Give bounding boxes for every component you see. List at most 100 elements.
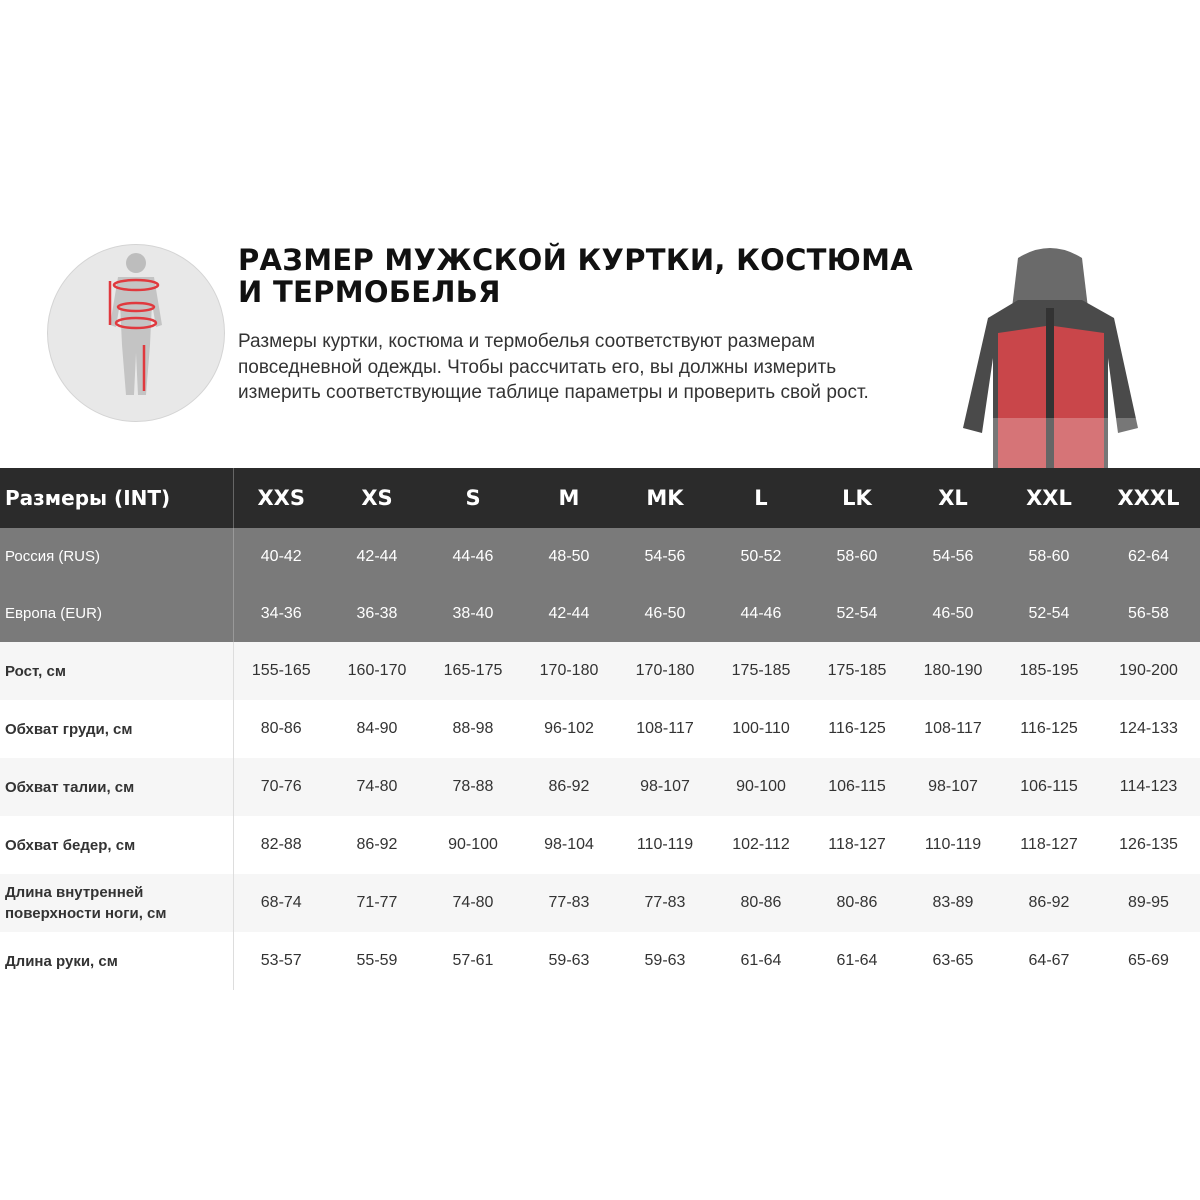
- table-cell: 48-50: [521, 528, 617, 585]
- table-cell: 34-36: [233, 585, 329, 642]
- size-col: LK: [809, 468, 905, 528]
- table-cell: 56-58: [1097, 585, 1200, 642]
- table-row: Европа (EUR) 34-36 36-38 38-40 42-44 46-50 44-…: [0, 585, 1200, 642]
- table-cell: 42-44: [521, 585, 617, 642]
- table-cell: 116-125: [1001, 700, 1097, 758]
- table-cell: 61-64: [809, 932, 905, 990]
- table-cell: 98-107: [905, 758, 1001, 816]
- table-cell: 86-92: [329, 816, 425, 874]
- page-title: РАЗМЕР МУЖСКОЙ КУРТКИ, КОСТЮМА И ТЕРМОБЕ…: [238, 243, 913, 309]
- table-cell: 71-77: [329, 874, 425, 932]
- table-cell: 100-110: [713, 700, 809, 758]
- table-cell: 57-61: [425, 932, 521, 990]
- table-cell: 42-44: [329, 528, 425, 585]
- table-cell: 102-112: [713, 816, 809, 874]
- table-cell: 106-115: [1001, 758, 1097, 816]
- size-col: XL: [905, 468, 1001, 528]
- table-cell: 108-117: [905, 700, 1001, 758]
- table-cell: 58-60: [1001, 528, 1097, 585]
- header-label: Размеры (INT): [0, 468, 234, 528]
- table-cell: 98-104: [521, 816, 617, 874]
- table-cell: 46-50: [905, 585, 1001, 642]
- table-cell: 165-175: [425, 642, 521, 700]
- table-cell: 44-46: [425, 528, 521, 585]
- body-figure-icon: [108, 253, 162, 395]
- table-cell: 52-54: [1001, 585, 1097, 642]
- table-cell: 36-38: [329, 585, 425, 642]
- table-cell: 116-125: [809, 700, 905, 758]
- table-cell: 77-83: [617, 874, 713, 932]
- table-cell: 44-46: [713, 585, 809, 642]
- table-cell: 70-76: [233, 758, 329, 816]
- table-cell: 80-86: [713, 874, 809, 932]
- size-col: M: [521, 468, 617, 528]
- row-label: Обхват груди, см: [0, 700, 234, 758]
- table-cell: 108-117: [617, 700, 713, 758]
- table-cell: 53-57: [233, 932, 329, 990]
- row-label: Длина внутренней поверхности ноги, см: [0, 874, 234, 932]
- table-cell: 118-127: [1001, 816, 1097, 874]
- table-cell: 50-52: [713, 528, 809, 585]
- size-col: XXS: [233, 468, 329, 528]
- table-cell: 74-80: [425, 874, 521, 932]
- table-cell: 98-107: [617, 758, 713, 816]
- table-cell: 106-115: [809, 758, 905, 816]
- table-cell: 54-56: [617, 528, 713, 585]
- size-col: L: [713, 468, 809, 528]
- table-cell: 68-74: [233, 874, 329, 932]
- body-measurement-illustration: [47, 244, 225, 422]
- table-cell: 52-54: [809, 585, 905, 642]
- table-cell: 61-64: [713, 932, 809, 990]
- row-label: Длина руки, см: [0, 932, 234, 990]
- jacket-icon: [963, 248, 1143, 470]
- table-cell: 88-98: [425, 700, 521, 758]
- table-cell: 126-135: [1097, 816, 1200, 874]
- table-cell: 170-180: [617, 642, 713, 700]
- jacket-image: [958, 238, 1143, 470]
- row-label: Обхват талии, см: [0, 758, 234, 816]
- table-cell: 110-119: [617, 816, 713, 874]
- size-col: S: [425, 468, 521, 528]
- table-cell: 86-92: [1001, 874, 1097, 932]
- table-cell: 86-92: [521, 758, 617, 816]
- table-cell: 185-195: [1001, 642, 1097, 700]
- table-cell: 160-170: [329, 642, 425, 700]
- table-cell: 59-63: [617, 932, 713, 990]
- table-cell: 90-100: [425, 816, 521, 874]
- table-cell: 180-190: [905, 642, 1001, 700]
- description: Размеры куртки, костюма и термобелья соо…: [238, 331, 869, 403]
- table-cell: 64-67: [1001, 932, 1097, 990]
- size-col: XS: [329, 468, 425, 528]
- table-cell: 59-63: [521, 932, 617, 990]
- table-cell: 55-59: [329, 932, 425, 990]
- table-cell: 175-185: [809, 642, 905, 700]
- table-cell: 110-119: [905, 816, 1001, 874]
- table-cell: 124-133: [1097, 700, 1200, 758]
- size-header-row: Размеры (INT) XXS XS S M MK L LK XL XXL …: [0, 468, 1200, 528]
- row-label: Россия (RUS): [0, 528, 234, 585]
- table-cell: 80-86: [233, 700, 329, 758]
- table-cell: 62-64: [1097, 528, 1200, 585]
- table-cell: 114-123: [1097, 758, 1200, 816]
- table-cell: 63-65: [905, 932, 1001, 990]
- table-row: Обхват талии, см 70-76 74-80 78-88 86-92 98-1…: [0, 758, 1200, 816]
- size-col: MK: [617, 468, 713, 528]
- table-row: Рост, см 155-165 160-170 165-175 170-180 170-…: [0, 642, 1200, 700]
- table-cell: 54-56: [905, 528, 1001, 585]
- table-cell: 96-102: [521, 700, 617, 758]
- table-cell: 46-50: [617, 585, 713, 642]
- row-label: Рост, см: [0, 642, 234, 700]
- table-cell: 78-88: [425, 758, 521, 816]
- table-cell: 190-200: [1097, 642, 1200, 700]
- table-row: Длина руки, см 53-57 55-59 57-61 59-63 59-63 6…: [0, 932, 1200, 990]
- table-cell: 175-185: [713, 642, 809, 700]
- size-col: XXL: [1001, 468, 1097, 528]
- table-cell: 90-100: [713, 758, 809, 816]
- row-label: Обхват бедер, см: [0, 816, 234, 874]
- table-cell: 89-95: [1097, 874, 1200, 932]
- table-cell: 82-88: [233, 816, 329, 874]
- table-cell: 84-90: [329, 700, 425, 758]
- table-cell: 58-60: [809, 528, 905, 585]
- table-row: Длина внутренней поверхности ноги, см 68-…: [0, 874, 1200, 932]
- table-cell: 155-165: [233, 642, 329, 700]
